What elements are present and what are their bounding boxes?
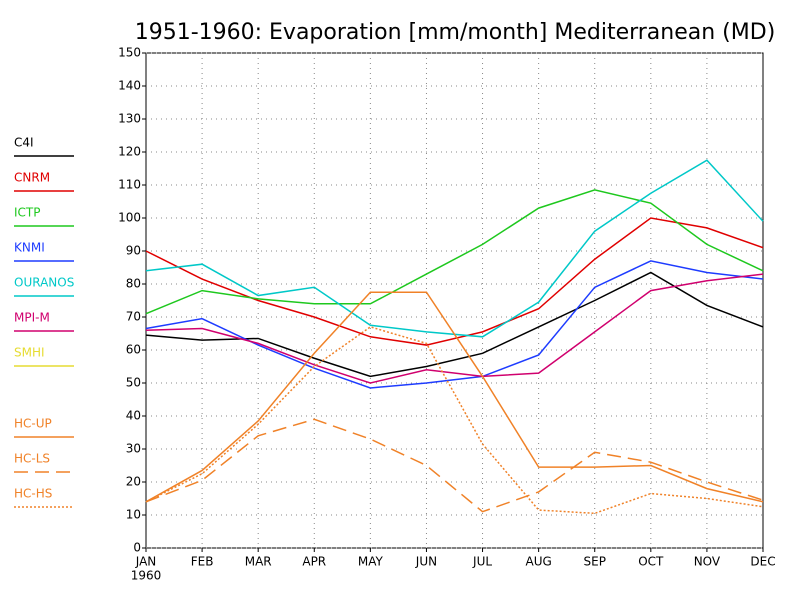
series-line: [145, 326, 764, 515]
y-tick-label: 110: [118, 178, 141, 192]
y-tick-label: 0: [133, 541, 141, 555]
x-tick-label: OCT: [638, 555, 664, 569]
y-tick-label: 60: [126, 343, 141, 357]
legend-label: HC-HS: [14, 487, 52, 501]
y-tick-label: 150: [118, 46, 141, 60]
y-tick-label: 130: [118, 112, 141, 126]
x-tick-label: JUN: [415, 555, 437, 569]
x-tick-label: FEB: [191, 555, 214, 569]
series-line: [145, 273, 764, 384]
legend-label: HC-LS: [14, 452, 50, 466]
legend-label: SMHI: [14, 346, 45, 360]
x-tick-label: MAR: [245, 555, 272, 569]
y-tick-label: 120: [118, 145, 141, 159]
y-tick-label: 70: [126, 310, 141, 324]
legend-label: CNRM: [14, 171, 50, 185]
y-tick-label: 20: [126, 475, 141, 489]
y-tick-label: 100: [118, 211, 141, 225]
x-tick-label: NOV: [694, 555, 721, 569]
y-tick-label: 140: [118, 79, 141, 93]
x-tick-label: SEP: [584, 555, 606, 569]
y-tick-label: 90: [126, 244, 141, 258]
plot-frame: [145, 52, 764, 549]
legend-label: ICTP: [14, 206, 40, 220]
y-tick-label: 80: [126, 277, 141, 291]
legend-label: C4I: [14, 136, 34, 150]
x-tick-label: APR: [302, 555, 326, 569]
series-line: [145, 189, 764, 315]
chart-title: 1951-1960: Evaporation [mm/month] Medite…: [135, 20, 776, 45]
legend-label: KNMI: [14, 241, 45, 255]
legend-label: HC-UP: [14, 417, 52, 431]
y-tick-label: 50: [126, 376, 141, 390]
x-tick-label: DEC: [750, 555, 775, 569]
series-line: [145, 418, 764, 513]
series-line: [145, 260, 764, 389]
x-tick-label: AUG: [525, 555, 551, 569]
series-line: [145, 217, 764, 346]
x-tick-label: JUL: [472, 555, 492, 569]
y-tick-label: 10: [126, 508, 141, 522]
x-tick-label: JAN: [135, 555, 157, 569]
series-line: [145, 271, 764, 378]
x-year-label: 1960: [131, 569, 162, 583]
legend-label: MPI-M: [14, 311, 50, 325]
legend-label: OURANOS: [14, 276, 74, 290]
series-line: [145, 159, 764, 338]
series-line: [145, 291, 764, 503]
x-tick-label: MAY: [358, 555, 384, 569]
y-tick-label: 40: [126, 409, 141, 423]
y-tick-label: 30: [126, 442, 141, 456]
